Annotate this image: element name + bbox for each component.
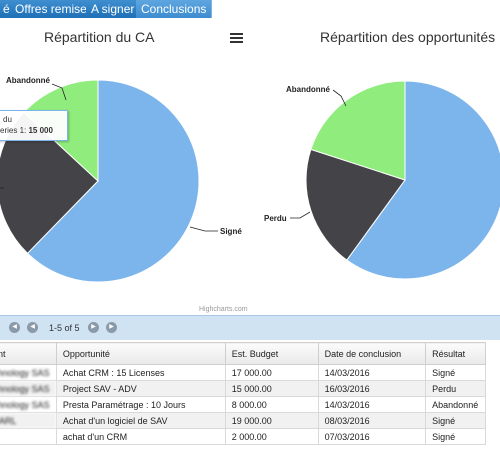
connector-right-perdu — [290, 211, 311, 219]
cell-resultat: Signé — [425, 428, 486, 445]
cell-date: 14/03/2016 — [317, 364, 427, 381]
table-row[interactable]: chnology SAS Presta Paramétrage : 10 Jou… — [0, 396, 486, 413]
tab-a-signer[interactable]: A signer — [86, 0, 141, 18]
chart-tooltip: du eries 1: 15 000 — [0, 110, 68, 141]
cell-client: chnology SAS — [0, 396, 57, 413]
highcharts-credits[interactable]: Highcharts.com — [199, 306, 248, 313]
pie-slice-1-2[interactable] — [310, 80, 406, 181]
cell-opportunite: Presta Paramétrage : 10 Jours — [55, 396, 226, 413]
hamburger-menu-icon[interactable] — [230, 33, 243, 44]
pager-bar: ◀ ◀ 1-5 of 5 ▶ ▶ — [0, 315, 500, 340]
left-label-signe: Signé — [220, 227, 242, 236]
cell-resultat: Abandonné — [425, 396, 486, 413]
table-row[interactable]: chnology SAS Achat CRM : 15 Licenses 17 … — [0, 364, 486, 381]
cell-date: 16/03/2016 — [317, 380, 427, 397]
cell-client: SARL — [0, 412, 57, 429]
cell-opportunite: achat d'un CRM — [55, 428, 226, 445]
cell-resultat: Signé — [425, 364, 486, 381]
pie-slice-1-0[interactable] — [346, 80, 500, 280]
cell-date: 14/03/2016 — [317, 396, 427, 413]
table-row[interactable]: chnology SAS Project SAV - ADV 15 000.00… — [0, 380, 486, 397]
cell-client: chnology SAS — [0, 364, 57, 381]
prev-page-icon[interactable]: ◀ — [27, 322, 38, 333]
tab-offres-remise[interactable]: Offres remise — [10, 0, 93, 18]
cell-budget: 2 000.00 — [224, 428, 319, 445]
table-header-row: ent Opportunité Est. Budget Date de conc… — [0, 342, 486, 365]
last-page-icon[interactable]: ▶ — [106, 322, 117, 333]
page-info: 1-5 of 5 — [49, 323, 80, 333]
tooltip-header: du — [3, 115, 12, 124]
cell-client: chnology SAS — [0, 380, 57, 397]
header-est-budget[interactable]: Est. Budget — [224, 342, 319, 365]
tab-bar: é Offres remise A signer Conclusions — [0, 0, 500, 19]
first-page-icon[interactable]: ◀ — [9, 322, 20, 333]
right-label-perdu: Perdu — [264, 214, 287, 223]
right-chart-title: Répartition des opportunités — [320, 29, 496, 45]
cell-opportunite: Achat CRM : 15 Licenses — [55, 364, 226, 381]
cell-date: 07/03/2016 — [317, 428, 427, 445]
header-client[interactable]: ent — [0, 342, 57, 365]
cell-budget: 17 000.00 — [224, 364, 319, 381]
connector-left-signe — [189, 226, 218, 232]
table-row[interactable]: achat d'un CRM 2 000.00 07/03/2016 Signé — [0, 428, 486, 445]
tab-conclusions[interactable]: Conclusions — [136, 0, 213, 18]
cell-opportunite: Achat d'un logiciel de SAV — [55, 412, 226, 429]
right-label-abandonne: Abandonné — [286, 85, 331, 94]
tooltip-value: 15 000 — [28, 126, 53, 135]
charts-canvas: Abandonné Signé Abandonné Perdu — [0, 76, 500, 283]
pie-slice-1-1[interactable] — [305, 148, 406, 261]
header-resultat[interactable]: Résultat — [425, 342, 486, 365]
right-pie-chart — [305, 80, 500, 280]
tooltip-body: eries 1: 15 000 — [0, 126, 53, 135]
table-row[interactable]: SARL Achat d'un logiciel de SAV 19 000.0… — [0, 412, 486, 429]
cell-client — [0, 428, 57, 445]
cell-resultat: Signé — [425, 412, 486, 429]
connector-right-abandonne — [332, 89, 347, 107]
cell-resultat: Perdu — [425, 380, 486, 397]
cell-opportunite: Project SAV - ADV — [55, 380, 226, 397]
left-label-abandonne: Abandonné — [6, 76, 51, 85]
cell-date: 08/03/2016 — [317, 412, 427, 429]
pie-slice-0-0[interactable] — [26, 79, 200, 283]
next-page-icon[interactable]: ▶ — [88, 322, 99, 333]
cell-budget: 19 000.00 — [224, 412, 319, 429]
cell-budget: 8 000.00 — [224, 396, 319, 413]
tooltip-series-label: eries 1: — [0, 126, 29, 135]
header-opportunite[interactable]: Opportunité — [55, 342, 226, 365]
cell-budget: 15 000.00 — [224, 380, 319, 397]
opportunities-table: ent Opportunité Est. Budget Date de conc… — [0, 342, 486, 445]
left-chart-title: Répartition du CA — [44, 29, 155, 45]
header-date-conclusion[interactable]: Date de conclusion — [317, 342, 427, 365]
connector-left-abandonne — [51, 83, 67, 101]
